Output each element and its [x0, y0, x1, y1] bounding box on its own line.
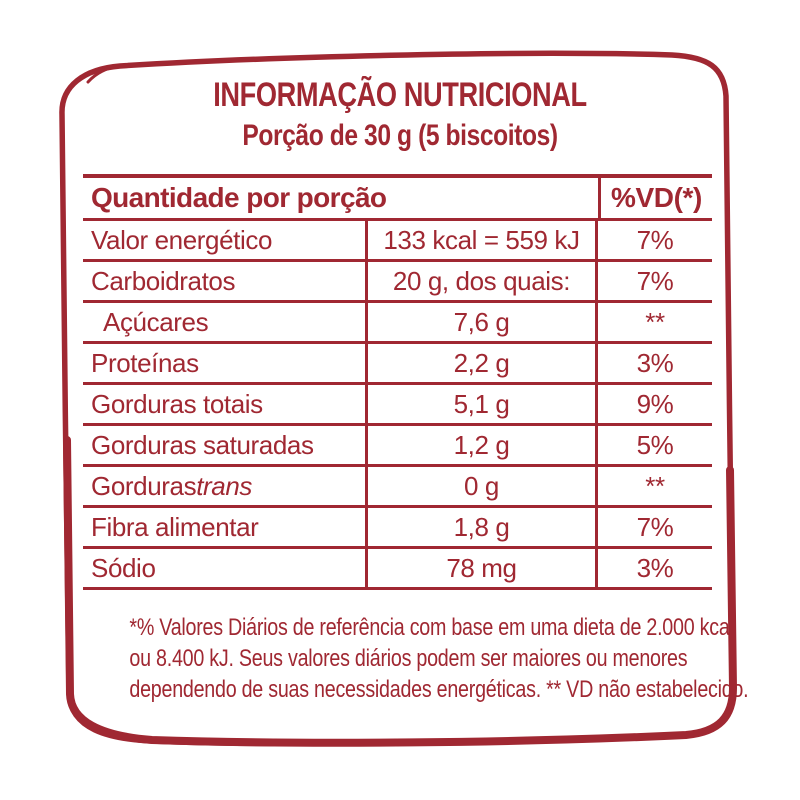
table-row: Açúcares 7,6 g ** [83, 303, 712, 344]
nutrition-table: Quantidade por porção %VD(*) Valor energ… [83, 174, 712, 590]
nutrient-dv: 3% [636, 348, 674, 378]
nutrient-name: Sódio [91, 553, 156, 583]
table-row: Carboidratos 20 g, dos quais: 7% [83, 262, 712, 303]
table-row: Sódio 78 mg 3% [83, 549, 712, 590]
nutrient-name: Açúcares [103, 307, 209, 337]
footnote-line: *% Valores Diários de referência com bas… [129, 614, 734, 641]
nutrient-name: Carboidratos [91, 266, 236, 296]
nutrient-dv: 7% [636, 512, 674, 542]
table-row: Fibra alimentar 1,8 g 7% [83, 508, 712, 549]
table-row: Gorduras totais 5,1 g 9% [83, 385, 712, 426]
table-row: Proteínas 2,2 g 3% [83, 344, 712, 385]
nutrient-dv: 7% [636, 266, 674, 296]
column-header-dv: %VD(*) [598, 178, 712, 218]
footnote-line: dependendo de suas necessidades energéti… [129, 676, 749, 703]
nutrient-amount: 7,6 g [365, 303, 598, 341]
nutrient-amount: 2,2 g [365, 344, 598, 382]
nutrient-amount: 78 mg [365, 549, 598, 587]
nutrient-name: Proteínas [91, 348, 199, 378]
footnote-line: ou 8.400 kJ. Seus valores diários podem … [129, 645, 688, 672]
nutrient-amount: 1,2 g [365, 426, 598, 464]
nutrient-dv: 5% [636, 430, 674, 460]
table-header-row: Quantidade por porção %VD(*) [83, 178, 712, 221]
footnote: *% Valores Diários de referência com bas… [129, 612, 749, 705]
label-header: INFORMAÇÃO NUTRICIONAL Porção de 30 g (5… [64, 76, 736, 153]
nutrient-name: Gorduras trans [91, 471, 252, 501]
page-title: INFORMAÇÃO NUTRICIONAL [213, 76, 587, 114]
table-row: Gorduras trans 0 g ** [83, 467, 712, 508]
serving-size: Porção de 30 g (5 biscoitos) [242, 119, 558, 152]
nutrient-dv: ** [645, 471, 665, 501]
nutrient-name: Gorduras saturadas [91, 430, 314, 460]
nutrient-amount: 1,8 g [365, 508, 598, 546]
table-row: Valor energético 133 kcal = 559 kJ 7% [83, 221, 712, 262]
nutrient-dv: 9% [636, 389, 674, 419]
nutrient-dv: ** [645, 307, 665, 337]
nutrient-dv: 7% [636, 225, 674, 255]
nutrient-amount: 5,1 g [365, 385, 598, 423]
nutrient-amount: 133 kcal = 559 kJ [365, 221, 598, 259]
nutrient-name: Fibra alimentar [91, 512, 259, 542]
nutrient-amount: 20 g, dos quais: [365, 262, 598, 300]
nutrient-name: Valor energético [91, 225, 273, 255]
column-header-quantity: Quantidade por porção [91, 182, 387, 213]
nutrient-dv: 3% [636, 553, 674, 583]
nutrient-name: Gorduras totais [91, 389, 263, 419]
table-row: Gorduras saturadas 1,2 g 5% [83, 426, 712, 467]
nutrient-amount: 0 g [365, 467, 598, 505]
